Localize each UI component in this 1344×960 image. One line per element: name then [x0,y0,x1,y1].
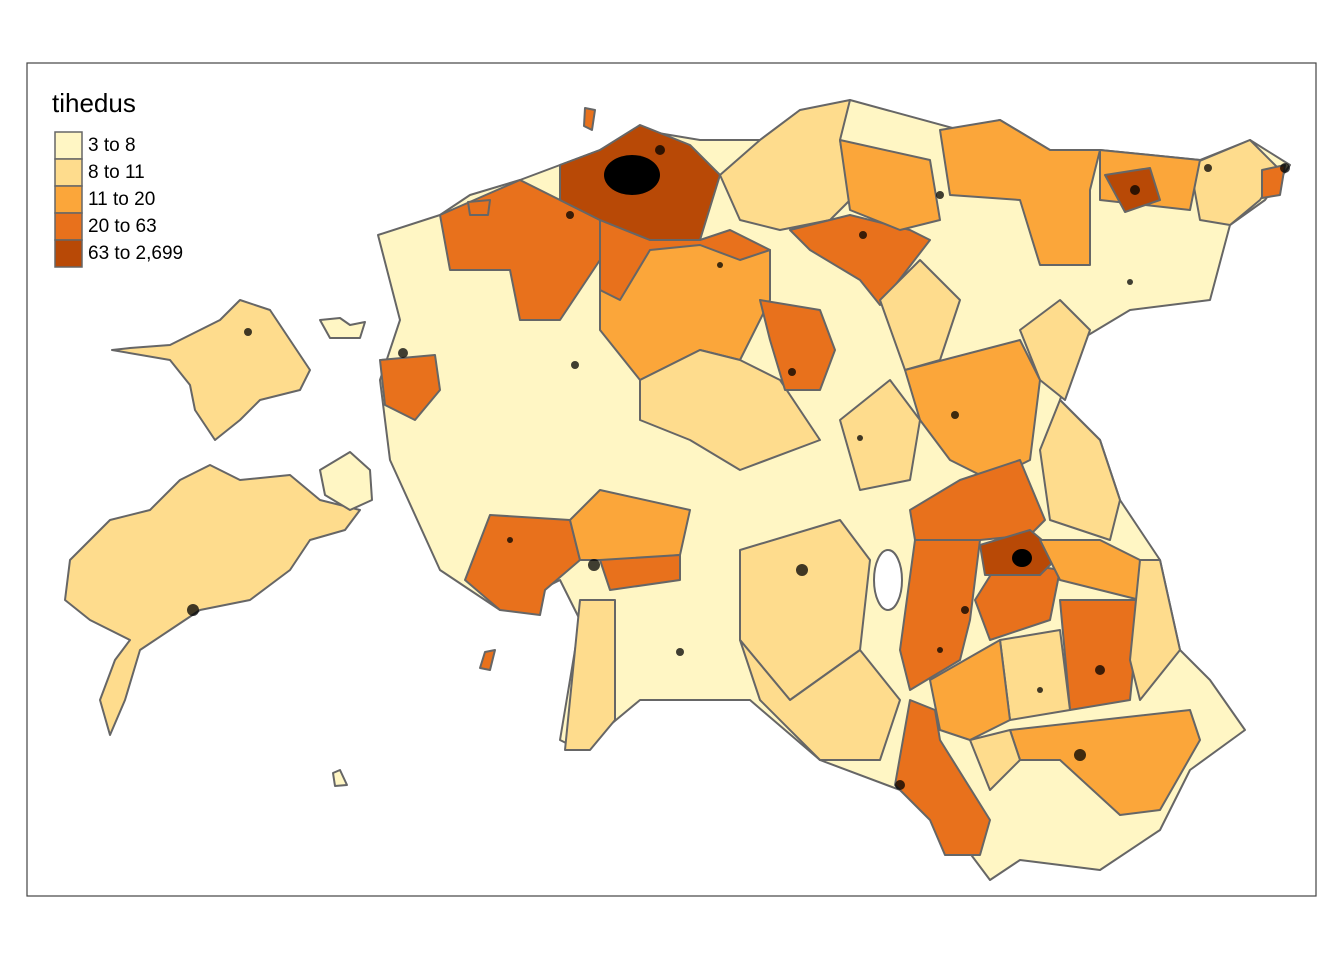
region [999,629,1071,721]
region [564,599,616,751]
point [717,262,723,268]
city-cluster [604,155,660,195]
point [788,368,796,376]
island [332,769,348,787]
region [839,379,921,491]
point [857,435,863,441]
point [244,328,252,336]
region [974,559,1061,641]
island [319,317,366,339]
point [936,191,944,199]
region [739,639,901,761]
region [929,639,1011,741]
legend: tihedus 3 to 8 8 to 11 11 to 20 20 to 63 63 … [52,88,183,268]
island [583,107,596,131]
region [1261,164,1286,199]
region [599,554,681,591]
island [467,199,491,216]
island [111,299,311,441]
legend-swatch [54,239,83,268]
region [1039,399,1121,541]
point [1037,687,1043,693]
region [1189,139,1281,226]
point [1127,279,1133,285]
point [507,537,513,543]
point [951,411,959,419]
region [789,214,931,306]
island [64,464,361,736]
legend-swatch [54,158,83,187]
point [655,145,665,155]
point [895,780,905,790]
region [839,139,941,231]
region [899,539,981,691]
region [879,259,961,371]
point [571,361,579,369]
point [796,564,808,576]
point [1130,185,1140,195]
point [398,348,408,358]
legend-title: tihedus [52,88,136,118]
point [859,231,867,239]
point [1074,749,1086,761]
legend-swatch [54,131,83,160]
region [1009,709,1201,816]
island [479,649,496,671]
point [961,606,969,614]
region [639,349,821,471]
legend-label: 8 to 11 [88,162,145,183]
point [1095,665,1105,675]
point [187,604,199,616]
legend-swatch [54,212,83,241]
legend-label: 11 to 20 [88,189,155,210]
point [676,648,684,656]
city-cluster [1012,549,1032,567]
region [894,699,991,856]
legend-label: 63 to 2,699 [88,243,183,264]
point [566,211,574,219]
regions [64,99,1291,881]
region [1059,599,1141,711]
region [1129,559,1181,701]
point [937,647,943,653]
legend-label: 3 to 8 [88,135,136,156]
region [759,299,836,391]
legend-swatch [54,185,83,214]
point [588,559,600,571]
lake [873,549,903,611]
region [969,729,1021,791]
legend-label: 20 to 63 [88,216,157,237]
settlement-points [187,145,1290,790]
region [939,119,1101,266]
region [379,354,441,421]
point [1280,163,1290,173]
island [319,451,373,511]
point [1204,164,1212,172]
